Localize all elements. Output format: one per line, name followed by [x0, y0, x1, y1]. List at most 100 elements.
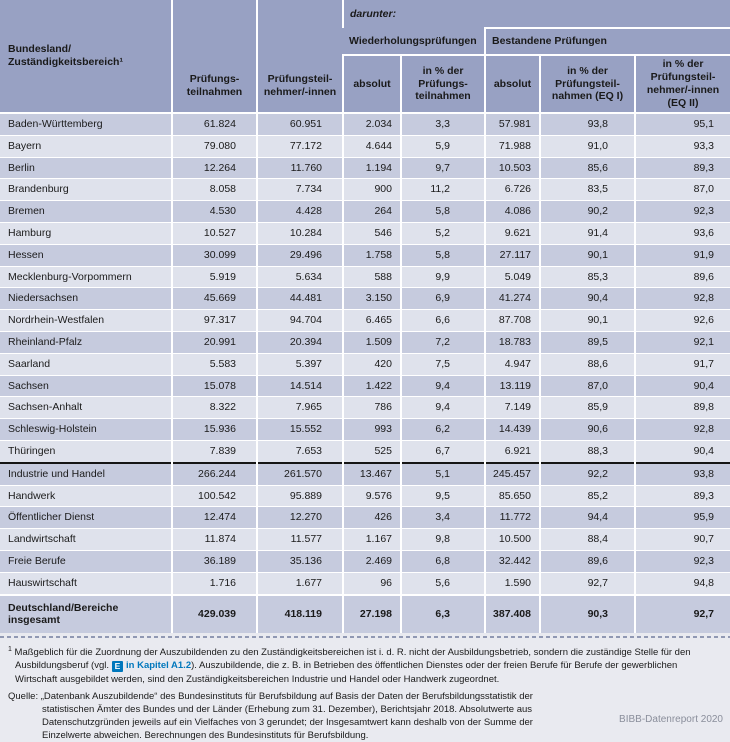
- chapter-e-icon[interactable]: E: [112, 661, 123, 673]
- cell-value: 1.590: [484, 571, 540, 595]
- cell-value: 7.965: [256, 396, 343, 419]
- cell-value: 4.086: [484, 200, 540, 223]
- row-label: Hamburg: [0, 221, 172, 245]
- cell-value: 92,3: [634, 549, 730, 573]
- cell-value: 90,7: [634, 528, 730, 551]
- cell-value: 89,5: [539, 330, 635, 354]
- row-label: Rheinland-Pfalz: [0, 330, 172, 354]
- cell-value: 261.570: [256, 461, 343, 486]
- cell-value: 90,2: [539, 200, 635, 223]
- report-label: BIBB-Datenreport 2020: [619, 714, 723, 725]
- footnote-text-after: ). Auszubildende, die z. B. in Betrieben…: [15, 660, 678, 685]
- cell-value: 90,1: [539, 309, 635, 332]
- table-row: Deutschland/Bereiche insgesamt 429.039 4…: [0, 593, 730, 634]
- cell-value: 5,9: [400, 134, 485, 158]
- cell-value: 95,1: [634, 112, 730, 136]
- row-label: Hessen: [0, 243, 172, 267]
- cell-value: 1.716: [171, 571, 257, 595]
- header-darunter-spacer: [485, 0, 730, 29]
- cell-value: 7.149: [484, 396, 540, 419]
- cell-value: 85,6: [539, 156, 635, 179]
- cell-value: 1.509: [342, 330, 401, 354]
- cell-value: 90,1: [539, 243, 635, 267]
- cell-value: 8.322: [171, 396, 257, 419]
- cell-value: 57.981: [484, 112, 540, 136]
- chapter-link[interactable]: in Kapitel A1.2: [126, 660, 192, 672]
- cell-value: 89,3: [634, 484, 730, 507]
- cell-value: 93,3: [634, 134, 730, 158]
- cell-value: 6,7: [400, 439, 485, 463]
- source-text: „Datenbank Auszubildende“ des Bundesinst…: [40, 690, 533, 741]
- cell-value: 525: [342, 439, 401, 463]
- footnote-marker: 1: [8, 646, 12, 654]
- cell-value: 100.542: [171, 484, 257, 507]
- table-row: Hauswirtschaft 1.716 1.677 96 5,6 1.590 …: [0, 571, 730, 595]
- cell-value: 1.422: [342, 374, 401, 397]
- cell-value: 7.839: [171, 439, 257, 463]
- cell-value: 93,8: [539, 112, 635, 136]
- cell-value: 5,8: [400, 243, 485, 267]
- table-row: Bayern 79.080 77.172 4.644 5,9 71.988 91…: [0, 134, 730, 158]
- cell-value: 9,9: [400, 265, 485, 288]
- row-label: Nordrhein-Westfalen: [0, 309, 172, 332]
- cell-value: 89,6: [539, 549, 635, 573]
- cell-value: 1.167: [342, 528, 401, 551]
- table-row: Nordrhein-Westfalen 97.317 94.704 6.465 …: [0, 309, 730, 332]
- cell-value: 5,2: [400, 221, 485, 245]
- table-row: Industrie und Handel 266.244 261.570 13.…: [0, 461, 730, 486]
- cell-value: 4.947: [484, 352, 540, 376]
- table-row: Hessen 30.099 29.496 1.758 5,8 27.117 90…: [0, 243, 730, 267]
- cell-value: 92,6: [634, 309, 730, 332]
- table-row: Rheinland-Pfalz 20.991 20.394 1.509 7,2 …: [0, 330, 730, 354]
- cell-value: 91,0: [539, 134, 635, 158]
- cell-value: 5.919: [171, 265, 257, 288]
- cell-value: 95,9: [634, 506, 730, 529]
- cell-value: 1.194: [342, 156, 401, 179]
- table-row: Sachsen-Anhalt 8.322 7.965 786 9,4 7.149…: [0, 396, 730, 419]
- cell-value: 900: [342, 178, 401, 201]
- table-header: Bundesland/ Zuständigkeitsbereich¹ Prüfu…: [0, 0, 730, 114]
- cell-value: 5.049: [484, 265, 540, 288]
- cell-value: 79.080: [171, 134, 257, 158]
- cell-value: 9.576: [342, 484, 401, 507]
- cell-value: 3.150: [342, 287, 401, 310]
- header-darunter: darunter:: [342, 0, 485, 28]
- table-row: Sachsen 15.078 14.514 1.422 9,4 13.119 8…: [0, 374, 730, 397]
- cell-value: 5.583: [171, 352, 257, 376]
- table-row: Mecklenburg-Vorpommern 5.919 5.634 588 9…: [0, 265, 730, 288]
- cell-value: 786: [342, 396, 401, 419]
- cell-value: 5,6: [400, 571, 485, 595]
- table-row: Öffentlicher Dienst 12.474 12.270 426 3,…: [0, 506, 730, 529]
- cell-value: 11.874: [171, 528, 257, 551]
- table-row: Bremen 4.530 4.428 264 5,8 4.086 90,2 92…: [0, 200, 730, 223]
- cell-value: 41.274: [484, 287, 540, 310]
- footnote-text-before: Maßgeblich für die Zuordnung der Auszubi…: [14, 647, 691, 672]
- cell-value: 90,4: [634, 374, 730, 397]
- row-label: Hauswirtschaft: [0, 571, 172, 595]
- cell-value: 85,2: [539, 484, 635, 507]
- cell-value: 90,4: [634, 439, 730, 463]
- row-label: Handwerk: [0, 484, 172, 507]
- cell-value: 92,8: [634, 287, 730, 310]
- header-pruefungsteilnehmer: Prüfungsteil- nehmer/-innen: [256, 0, 343, 114]
- cell-value: 94.704: [256, 309, 343, 332]
- header-best-absolut: absolut: [484, 55, 540, 114]
- row-label: Sachsen-Anhalt: [0, 396, 172, 419]
- cell-value: 32.442: [484, 549, 540, 573]
- cell-value: 9,4: [400, 396, 485, 419]
- cell-value: 83,5: [539, 178, 635, 201]
- cell-value: 11.772: [484, 506, 540, 529]
- source-note: Quelle: „Datenbank Auszubildende“ des Bu…: [8, 690, 564, 742]
- source-label: Quelle:: [8, 690, 39, 702]
- row-label: Niedersachsen: [0, 287, 172, 310]
- table-row: Niedersachsen 45.669 44.481 3.150 6,9 41…: [0, 287, 730, 310]
- header-wh-absolut: absolut: [342, 55, 401, 114]
- cell-value: 89,6: [634, 265, 730, 288]
- row-label: Saarland: [0, 352, 172, 376]
- cell-value: 85,3: [539, 265, 635, 288]
- row-label: Brandenburg: [0, 178, 172, 201]
- cell-value: 96: [342, 571, 401, 595]
- cell-value: 6.465: [342, 309, 401, 332]
- cell-value: 1.677: [256, 571, 343, 595]
- statistics-table: Bundesland/ Zuständigkeitsbereich¹ Prüfu…: [0, 0, 730, 634]
